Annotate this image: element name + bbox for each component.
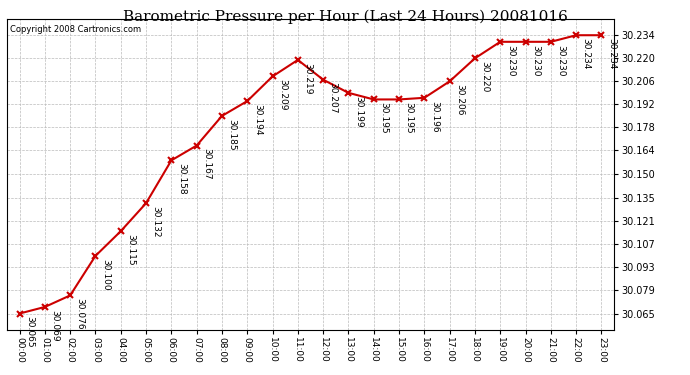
Text: 30.195: 30.195 [404,102,413,134]
Text: 30.158: 30.158 [177,163,186,195]
Text: 30.230: 30.230 [506,45,515,76]
Text: 30.219: 30.219 [304,63,313,94]
Text: 30.195: 30.195 [380,102,388,134]
Text: 30.234: 30.234 [582,38,591,69]
Text: 30.115: 30.115 [126,234,135,266]
Text: 30.230: 30.230 [531,45,540,76]
Text: 30.185: 30.185 [228,119,237,150]
Text: 30.132: 30.132 [152,206,161,237]
Text: Copyright 2008 Cartronics.com: Copyright 2008 Cartronics.com [10,25,141,34]
Text: 30.199: 30.199 [354,96,363,127]
Text: 30.194: 30.194 [253,104,262,135]
Text: 30.100: 30.100 [101,259,110,290]
Text: 30.220: 30.220 [480,61,489,92]
Text: 30.076: 30.076 [76,298,85,330]
Text: 30.230: 30.230 [556,45,565,76]
Text: 30.069: 30.069 [50,310,59,341]
Text: 30.209: 30.209 [278,79,287,111]
Text: 30.206: 30.206 [455,84,464,116]
Text: 30.065: 30.065 [25,316,34,348]
Text: 30.234: 30.234 [607,38,616,69]
Text: Barometric Pressure per Hour (Last 24 Hours) 20081016: Barometric Pressure per Hour (Last 24 Ho… [123,9,567,24]
Text: 30.207: 30.207 [328,82,337,114]
Text: 30.167: 30.167 [202,148,211,180]
Text: 30.196: 30.196 [430,100,439,132]
